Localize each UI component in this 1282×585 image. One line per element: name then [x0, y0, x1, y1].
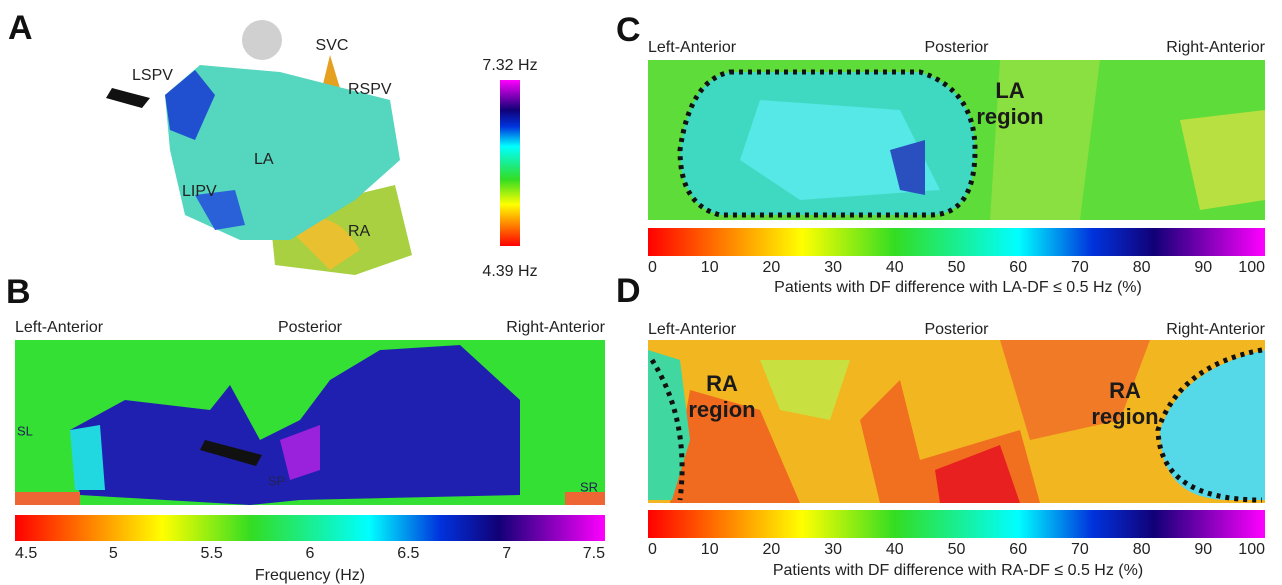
colorbar-tick-label: 50 [948, 259, 966, 276]
map-region [15, 492, 80, 505]
region-label: region [976, 104, 1043, 129]
colorbar [648, 228, 1265, 256]
colorbar-tick-label: 0 [648, 541, 657, 558]
colorbar-tick-label: 40 [886, 259, 904, 276]
annotation: RSPV [348, 81, 392, 98]
region-label: LA [995, 78, 1024, 103]
colorbar-tick-label: 5.5 [201, 545, 223, 562]
annotation: LA [254, 151, 274, 168]
panel-label: C [616, 11, 641, 49]
figure: A SVC LSPV RSPV LA LIPV RA 7.32 Hz 4.39 … [0, 0, 1282, 585]
colorbar-tick-label: 100 [1238, 259, 1265, 276]
colorbar-tick-label: 70 [1071, 259, 1089, 276]
panel-a: A SVC LSPV RSPV LA LIPV RA 7.32 Hz 4.39 … [8, 9, 538, 280]
marker [242, 20, 282, 60]
annotation: SL [17, 423, 33, 438]
colorbar-tick-label: 90 [1194, 259, 1212, 276]
colorbar [648, 510, 1265, 538]
axis-label: Left-Anterior [15, 319, 104, 336]
colorbar-tick-label: 90 [1194, 541, 1212, 558]
colorbar-tick-label: 10 [701, 541, 719, 558]
colorbar-min: 4.39 Hz [482, 263, 537, 280]
region-label: region [688, 397, 755, 422]
colorbar-tick-label: 0 [648, 259, 657, 276]
panel-d: D Patients with DF difference with RA-DF… [616, 272, 1265, 579]
colorbar-tick-label: 10 [701, 259, 719, 276]
annotation: RA [348, 223, 371, 240]
colorbar-tick-label: 100 [1238, 541, 1265, 558]
colorbar [15, 515, 605, 541]
colorbar-max: 7.32 Hz [482, 57, 537, 74]
axis-label: Left-Anterior [648, 321, 737, 338]
colorbar-tick-label: 20 [763, 259, 781, 276]
annotation: SVC [316, 37, 349, 54]
colorbar-title: Patients with DF difference with RA-DF ≤… [773, 562, 1143, 579]
colorbar-tick-label: 30 [824, 541, 842, 558]
colorbar-title: Frequency (Hz) [255, 567, 365, 584]
colorbar-tick-label: 70 [1071, 541, 1089, 558]
map-region [70, 425, 105, 490]
axis-label: Posterior [924, 321, 989, 338]
colorbar-tick-label: 20 [763, 541, 781, 558]
colorbar-tick-label: 80 [1133, 541, 1151, 558]
axis-label: Right-Anterior [1166, 321, 1265, 338]
axis-label: Posterior [924, 39, 989, 56]
colorbar-tick-label: 5 [109, 545, 118, 562]
annotation: SR [580, 479, 598, 494]
colorbar-tick-label: 50 [948, 541, 966, 558]
panel-label: D [616, 272, 641, 310]
region-label: RA [1109, 378, 1141, 403]
colorbar-tick-label: 4.5 [15, 545, 37, 562]
axis-label: Posterior [278, 319, 343, 336]
colorbar-tick-label: 6 [306, 545, 315, 562]
colorbar-tick-label: 6.5 [397, 545, 419, 562]
panel-label: B [6, 273, 31, 311]
colorbar [500, 80, 520, 246]
colorbar-tick-label: 7.5 [583, 545, 605, 562]
colorbar-tick-label: 80 [1133, 259, 1151, 276]
colorbar-tick-label: 7 [502, 545, 511, 562]
region-label: RA [706, 371, 738, 396]
arrow [106, 88, 150, 108]
colorbar-title: Patients with DF difference with LA-DF ≤… [774, 279, 1142, 296]
axis-label: Right-Anterior [506, 319, 605, 336]
region-label: region [1091, 404, 1158, 429]
annotation: LIPV [182, 183, 217, 200]
panel-label: A [8, 9, 33, 47]
colorbar-tick-label: 30 [824, 259, 842, 276]
axis-label: Right-Anterior [1166, 39, 1265, 56]
axis-label: Left-Anterior [648, 39, 737, 56]
colorbar-tick-label: 60 [1009, 259, 1027, 276]
colorbar-tick-label: 60 [1009, 541, 1027, 558]
colorbar-tick-label: 40 [886, 541, 904, 558]
annotation: LSPV [132, 67, 173, 84]
annotation: SP [268, 473, 285, 488]
